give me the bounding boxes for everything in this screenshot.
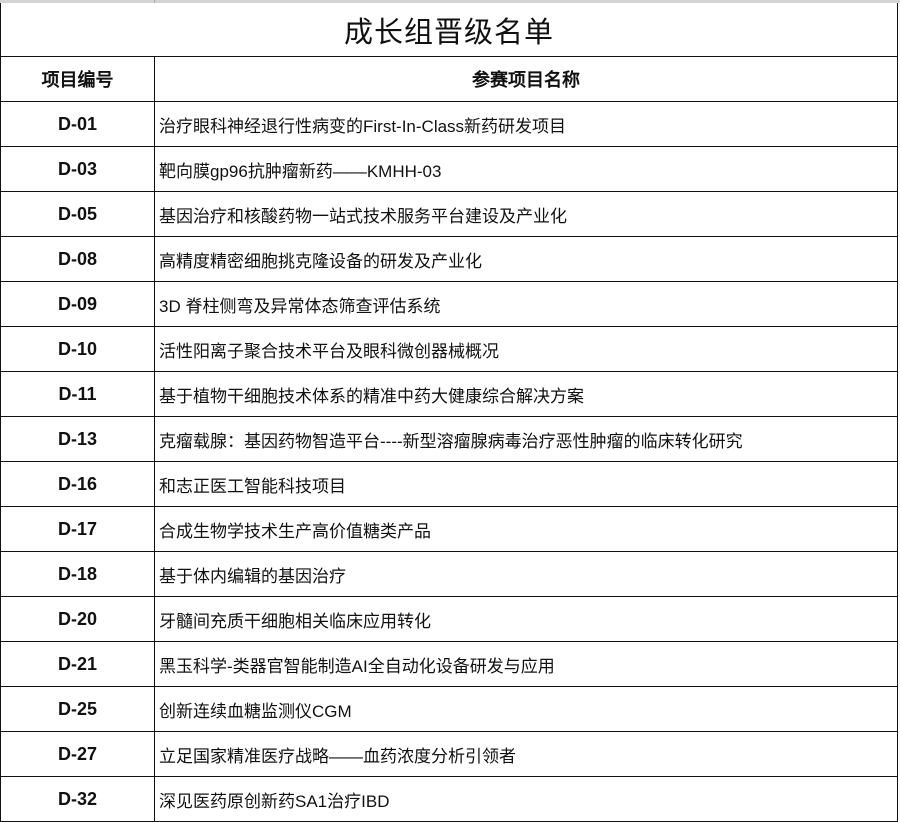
project-name: 基于植物干细胞技术体系的精准中药大健康综合解决方案 bbox=[154, 371, 898, 417]
table-row: D-17 合成生物学技术生产高价值糖类产品 bbox=[0, 506, 898, 552]
project-name: 高精度精密细胞挑克隆设备的研发及产业化 bbox=[154, 236, 898, 282]
project-code: D-27 bbox=[0, 731, 155, 777]
project-name: 活性阳离子聚合技术平台及眼科微创器械概况 bbox=[154, 326, 898, 372]
project-name: 和志正医工智能科技项目 bbox=[154, 461, 898, 507]
table-row: D-32 深见医药原创新药SA1治疗IBD bbox=[0, 776, 898, 822]
table-row: D-20 牙髓间充质干细胞相关临床应用转化 bbox=[0, 596, 898, 642]
table-row: D-11 基于植物干细胞技术体系的精准中药大健康综合解决方案 bbox=[0, 371, 898, 417]
table-row: D-03 靶向膜gp96抗肿瘤新药——KMHH-03 bbox=[0, 146, 898, 192]
table-row: D-05 基因治疗和核酸药物一站式技术服务平台建设及产业化 bbox=[0, 191, 898, 237]
project-name: 创新连续血糖监测仪CGM bbox=[154, 686, 898, 732]
project-code: D-21 bbox=[0, 641, 155, 687]
project-code: D-16 bbox=[0, 461, 155, 507]
project-name: 黑玉科学-类器官智能制造AI全自动化设备研发与应用 bbox=[154, 641, 898, 687]
project-name: 基因治疗和核酸药物一站式技术服务平台建设及产业化 bbox=[154, 191, 898, 237]
table-row: D-08 高精度精密细胞挑克隆设备的研发及产业化 bbox=[0, 236, 898, 282]
project-code: D-03 bbox=[0, 146, 155, 192]
table-row: D-18 基于体内编辑的基因治疗 bbox=[0, 551, 898, 597]
project-code: D-25 bbox=[0, 686, 155, 732]
project-name: 克瘤载腺：基因药物智造平台----新型溶瘤腺病毒治疗恶性肿瘤的临床转化研究 bbox=[154, 416, 898, 462]
table-row: D-09 3D 脊柱侧弯及异常体态筛查评估系统 bbox=[0, 281, 898, 327]
header-code: 项目编号 bbox=[0, 56, 155, 102]
table-row: D-25 创新连续血糖监测仪CGM bbox=[0, 686, 898, 732]
project-code: D-20 bbox=[0, 596, 155, 642]
project-code: D-11 bbox=[0, 371, 155, 417]
project-name: 合成生物学技术生产高价值糖类产品 bbox=[154, 506, 898, 552]
project-code: D-13 bbox=[0, 416, 155, 462]
project-code: D-32 bbox=[0, 776, 155, 822]
project-name: 3D 脊柱侧弯及异常体态筛查评估系统 bbox=[154, 281, 898, 327]
project-code: D-01 bbox=[0, 101, 155, 147]
table-row: D-16 和志正医工智能科技项目 bbox=[0, 461, 898, 507]
project-name: 靶向膜gp96抗肿瘤新药——KMHH-03 bbox=[154, 146, 898, 192]
project-code: D-05 bbox=[0, 191, 155, 237]
table-row: D-27 立足国家精准医疗战略——血药浓度分析引领者 bbox=[0, 731, 898, 777]
project-name: 治疗眼科神经退行性病变的First-In-Class新药研发项目 bbox=[154, 101, 898, 147]
project-code: D-18 bbox=[0, 551, 155, 597]
table-row: D-01 治疗眼科神经退行性病变的First-In-Class新药研发项目 bbox=[0, 101, 898, 147]
project-name: 立足国家精准医疗战略——血药浓度分析引领者 bbox=[154, 731, 898, 777]
project-code: D-10 bbox=[0, 326, 155, 372]
table-row: D-10 活性阳离子聚合技术平台及眼科微创器械概况 bbox=[0, 326, 898, 372]
title-row: 成长组晋级名单 bbox=[0, 3, 898, 57]
table-title: 成长组晋级名单 bbox=[0, 3, 898, 57]
project-name: 牙髓间充质干细胞相关临床应用转化 bbox=[154, 596, 898, 642]
finalist-table: 成长组晋级名单 项目编号 参赛项目名称 D-01 治疗眼科神经退行性病变的Firs… bbox=[0, 3, 898, 822]
column-divider bbox=[154, 0, 155, 3]
header-name: 参赛项目名称 bbox=[154, 56, 898, 102]
project-name: 深见医药原创新药SA1治疗IBD bbox=[154, 776, 898, 822]
header-row: 项目编号 参赛项目名称 bbox=[0, 56, 898, 102]
spreadsheet-gridline bbox=[0, 0, 900, 3]
table-row: D-21 黑玉科学-类器官智能制造AI全自动化设备研发与应用 bbox=[0, 641, 898, 687]
project-code: D-17 bbox=[0, 506, 155, 552]
project-name: 基于体内编辑的基因治疗 bbox=[154, 551, 898, 597]
table-row: D-13 克瘤载腺：基因药物智造平台----新型溶瘤腺病毒治疗恶性肿瘤的临床转化研… bbox=[0, 416, 898, 462]
project-code: D-08 bbox=[0, 236, 155, 282]
project-code: D-09 bbox=[0, 281, 155, 327]
